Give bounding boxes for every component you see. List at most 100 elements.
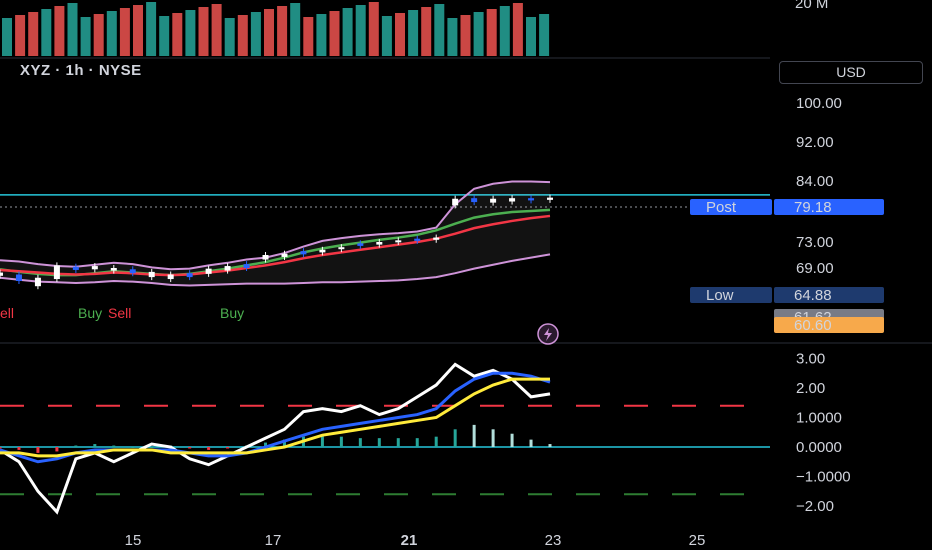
histogram-bar bbox=[453, 429, 457, 447]
histogram-bar bbox=[17, 447, 21, 450]
volume-bar bbox=[395, 13, 405, 56]
price-tick-label: 84.00 bbox=[796, 173, 834, 190]
price-tick-label: 92.00 bbox=[796, 134, 834, 151]
price-tick-label: 69.00 bbox=[796, 260, 834, 277]
volume-axis-label: 20 M bbox=[795, 0, 828, 12]
candle-body bbox=[91, 266, 98, 270]
volume-bar bbox=[381, 16, 392, 56]
histogram-bar bbox=[529, 439, 533, 447]
currency-button[interactable]: USD bbox=[779, 61, 923, 84]
volume-bar bbox=[133, 5, 143, 56]
time-tick-label: 21 bbox=[401, 532, 418, 549]
time-tick-label: 25 bbox=[689, 532, 706, 549]
histogram-bar bbox=[112, 445, 116, 447]
histogram-bar bbox=[339, 436, 343, 447]
volume-bar bbox=[277, 6, 288, 56]
volume-bar bbox=[408, 10, 419, 56]
candle-body bbox=[547, 197, 553, 200]
candle-body bbox=[490, 198, 497, 203]
candle-body bbox=[452, 198, 459, 206]
histogram-bar bbox=[358, 438, 362, 447]
signal-label: Buy bbox=[78, 305, 102, 321]
volume-bar bbox=[526, 17, 536, 56]
histogram-bar bbox=[264, 442, 268, 447]
histogram-bar bbox=[131, 447, 135, 448]
volume-bar bbox=[329, 11, 340, 56]
candle-body bbox=[0, 272, 3, 276]
signal-label: ell bbox=[0, 305, 14, 321]
candle-body bbox=[167, 274, 174, 280]
candle-body bbox=[72, 266, 79, 270]
volume-bar bbox=[250, 12, 261, 56]
histogram-bar bbox=[36, 447, 40, 453]
histogram-bar bbox=[282, 439, 286, 447]
candle-body bbox=[395, 240, 402, 243]
volume-bar bbox=[368, 2, 379, 56]
signal-label: Buy bbox=[220, 305, 244, 321]
candle-body bbox=[53, 265, 60, 280]
volume-bar bbox=[80, 17, 91, 56]
price-tag-box bbox=[774, 287, 884, 303]
volume-bar bbox=[41, 9, 52, 56]
histogram-bar bbox=[150, 447, 154, 448]
volume-bars bbox=[2, 2, 550, 56]
histogram-bar bbox=[415, 438, 419, 447]
candle-body bbox=[129, 269, 136, 274]
oscillator-series-line bbox=[0, 377, 550, 458]
histogram-bar bbox=[226, 447, 230, 449]
histogram-bar bbox=[0, 447, 2, 449]
candle-body bbox=[376, 242, 383, 245]
price-tick-label: 73.00 bbox=[796, 234, 834, 251]
volume-bar bbox=[473, 12, 484, 56]
oscillator-tick-label: −1.0000 bbox=[796, 469, 851, 486]
volume-bar bbox=[460, 15, 471, 56]
candle-body bbox=[414, 238, 421, 241]
oscillator-series-line bbox=[0, 371, 551, 464]
histogram-bar bbox=[207, 447, 211, 450]
price-series-line bbox=[0, 180, 551, 271]
price-series-line bbox=[0, 253, 551, 287]
histogram-bar bbox=[55, 447, 59, 452]
price-tag-name-box bbox=[690, 199, 772, 215]
volume-bar bbox=[67, 3, 78, 56]
volume-bar bbox=[185, 10, 196, 56]
histogram-bar bbox=[396, 438, 400, 447]
oscillator-tick-label: 2.00 bbox=[796, 380, 825, 397]
histogram-bar bbox=[548, 444, 552, 447]
volume-bar bbox=[15, 15, 26, 56]
candle-body bbox=[148, 271, 155, 278]
candle-body bbox=[300, 251, 307, 255]
candle-body bbox=[262, 255, 269, 260]
histogram-bar bbox=[74, 445, 78, 447]
lightning-icon-glyph bbox=[544, 328, 552, 341]
volume-bar bbox=[499, 6, 510, 56]
candle-body bbox=[205, 268, 212, 274]
price-axis: 100.00 92.00 84.00 73.00 69.00 3.00 2.00 1.0000… bbox=[690, 95, 884, 515]
volume-bar bbox=[237, 15, 248, 56]
volume-bar bbox=[172, 13, 183, 56]
volume-bar bbox=[264, 9, 274, 56]
price-tag-box bbox=[774, 199, 884, 215]
volume-bar bbox=[2, 18, 12, 56]
volume-bar bbox=[355, 5, 366, 56]
candle-body bbox=[281, 253, 288, 257]
price-tag-box bbox=[774, 317, 884, 333]
candle-body bbox=[433, 237, 440, 240]
price-tag-value: 60.60 bbox=[794, 317, 832, 334]
oscillator-tick-label: −2.00 bbox=[796, 498, 834, 515]
volume-bar bbox=[434, 4, 445, 56]
band-fill bbox=[0, 181, 550, 286]
candle-body bbox=[15, 274, 22, 281]
candle-body bbox=[338, 247, 345, 250]
price-series-line bbox=[0, 214, 551, 277]
price-tag-value: 64.88 bbox=[794, 287, 832, 304]
candle-body bbox=[509, 198, 516, 202]
histogram-bar bbox=[320, 435, 324, 447]
volume-bar bbox=[224, 18, 235, 56]
volume-bar bbox=[119, 8, 130, 56]
candle-body bbox=[110, 268, 117, 271]
ticker-title: XYZ · 1h · NYSE bbox=[20, 62, 142, 79]
histogram-bar bbox=[491, 429, 495, 447]
price-tick-label: 100.00 bbox=[796, 95, 842, 112]
